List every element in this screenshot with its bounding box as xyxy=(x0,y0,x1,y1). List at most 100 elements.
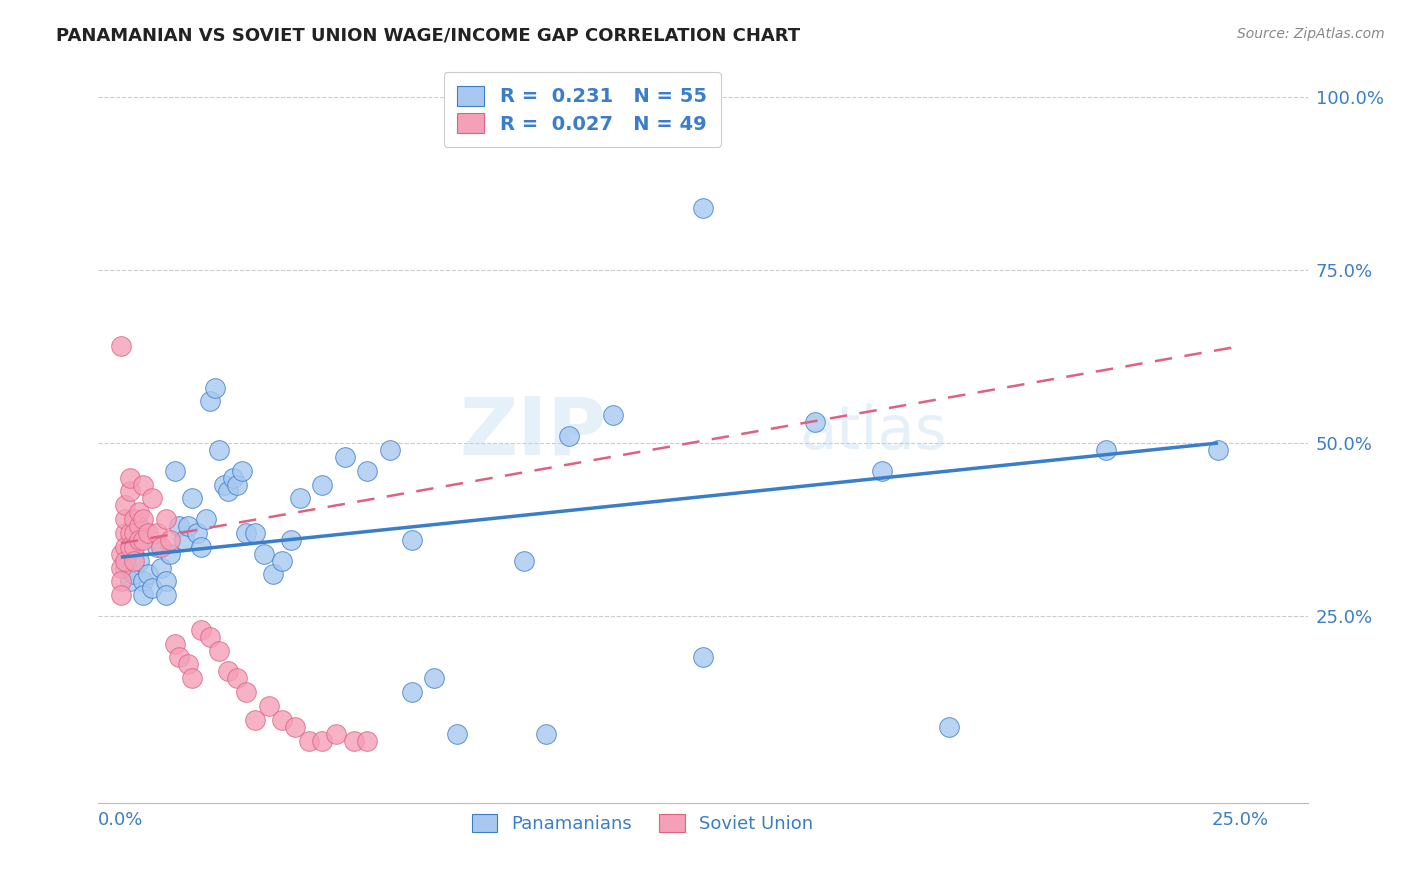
Point xyxy=(280,533,302,547)
Point xyxy=(163,464,186,478)
Point xyxy=(155,588,177,602)
Point xyxy=(150,560,173,574)
Point xyxy=(177,519,200,533)
Point xyxy=(118,525,141,540)
Point xyxy=(333,450,356,464)
Point xyxy=(217,484,239,499)
Point xyxy=(163,637,186,651)
Point xyxy=(122,512,145,526)
Point xyxy=(190,623,212,637)
Point xyxy=(325,726,347,740)
Point xyxy=(536,726,558,740)
Point xyxy=(167,650,190,665)
Point xyxy=(1095,442,1118,457)
Point xyxy=(167,519,190,533)
Point xyxy=(110,339,132,353)
Point xyxy=(132,512,155,526)
Point xyxy=(804,415,827,429)
Point xyxy=(288,491,311,506)
Point xyxy=(155,574,177,589)
Point xyxy=(870,464,893,478)
Point xyxy=(343,733,366,747)
Point xyxy=(155,512,177,526)
Point xyxy=(114,512,136,526)
Point xyxy=(378,442,401,457)
Point xyxy=(1206,442,1229,457)
Point xyxy=(145,525,167,540)
Point xyxy=(177,657,200,672)
Text: Source: ZipAtlas.com: Source: ZipAtlas.com xyxy=(1237,27,1385,41)
Point xyxy=(200,630,222,644)
Text: PANAMANIAN VS SOVIET UNION WAGE/INCOME GAP CORRELATION CHART: PANAMANIAN VS SOVIET UNION WAGE/INCOME G… xyxy=(56,27,800,45)
Point xyxy=(200,394,222,409)
Point xyxy=(145,540,167,554)
Point xyxy=(181,671,204,685)
Point xyxy=(226,477,249,491)
Point xyxy=(557,429,579,443)
Point xyxy=(136,525,159,540)
Point xyxy=(128,519,150,533)
Point xyxy=(212,477,235,491)
Point xyxy=(194,512,217,526)
Point xyxy=(235,525,257,540)
Point xyxy=(114,554,136,568)
Point xyxy=(938,720,960,734)
Point xyxy=(204,381,226,395)
Point xyxy=(692,201,714,215)
Point xyxy=(513,554,536,568)
Point xyxy=(128,554,150,568)
Point xyxy=(243,713,266,727)
Point xyxy=(128,533,150,547)
Point xyxy=(159,533,181,547)
Point xyxy=(298,733,321,747)
Point xyxy=(208,442,231,457)
Point xyxy=(132,477,155,491)
Point xyxy=(311,733,333,747)
Point xyxy=(122,554,145,568)
Point xyxy=(132,574,155,589)
Point xyxy=(271,713,294,727)
Point xyxy=(118,540,141,554)
Point xyxy=(208,643,231,657)
Point xyxy=(110,574,132,589)
Point xyxy=(401,685,423,699)
Point xyxy=(114,498,136,512)
Point xyxy=(122,567,145,582)
Point xyxy=(114,540,136,554)
Point xyxy=(190,540,212,554)
Point xyxy=(602,409,624,423)
Point xyxy=(401,533,423,547)
Point xyxy=(114,560,136,574)
Point xyxy=(235,685,257,699)
Point xyxy=(132,533,155,547)
Point xyxy=(128,505,150,519)
Point xyxy=(141,491,163,506)
Point xyxy=(181,491,204,506)
Point xyxy=(257,698,280,713)
Legend: Panamanians, Soviet Union: Panamanians, Soviet Union xyxy=(460,801,825,846)
Point xyxy=(118,484,141,499)
Point xyxy=(311,477,333,491)
Text: ZIP: ZIP xyxy=(458,393,606,472)
Point xyxy=(262,567,284,582)
Point xyxy=(136,567,159,582)
Y-axis label: Wage/Income Gap: Wage/Income Gap xyxy=(0,357,8,508)
Point xyxy=(253,547,276,561)
Point xyxy=(110,560,132,574)
Point xyxy=(222,470,245,484)
Point xyxy=(446,726,468,740)
Point xyxy=(110,588,132,602)
Point xyxy=(243,525,266,540)
Point xyxy=(114,525,136,540)
Point xyxy=(173,533,195,547)
Point xyxy=(692,650,714,665)
Point xyxy=(110,547,132,561)
Point xyxy=(159,547,181,561)
Point xyxy=(132,588,155,602)
Point xyxy=(356,464,378,478)
Point xyxy=(122,540,145,554)
Point xyxy=(118,574,141,589)
Point xyxy=(217,665,239,679)
Point xyxy=(284,720,307,734)
Point xyxy=(231,464,253,478)
